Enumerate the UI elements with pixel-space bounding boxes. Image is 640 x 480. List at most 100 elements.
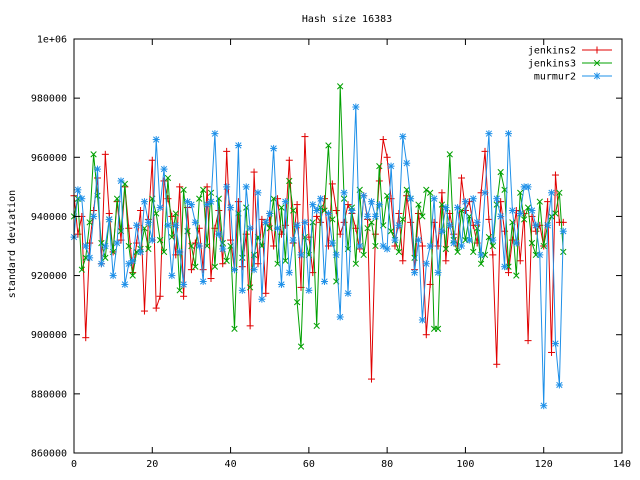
data-point (164, 174, 172, 182)
data-point (324, 209, 332, 217)
data-point (371, 212, 379, 220)
data-point (321, 207, 328, 214)
data-point (395, 248, 403, 256)
data-point (426, 242, 434, 250)
data-point (293, 299, 301, 306)
data-point (82, 242, 90, 250)
data-point (516, 209, 524, 217)
data-point (148, 156, 156, 164)
plot-frame (73, 38, 623, 454)
data-point (430, 195, 438, 203)
legend: jenkins2 jenkins3 murmur2 (528, 46, 612, 83)
data-point (407, 195, 415, 203)
data-point (489, 242, 496, 250)
data-point (489, 236, 497, 244)
series-line (73, 86, 564, 347)
data-point (223, 183, 231, 191)
data-point (101, 150, 109, 158)
data-point (414, 236, 422, 244)
data-point (551, 171, 559, 179)
data-point (168, 233, 176, 241)
data-point (559, 227, 567, 235)
data-point (160, 248, 168, 256)
data-point (348, 207, 356, 215)
data-point (215, 230, 223, 238)
y-tick-label: 960000 (31, 153, 67, 164)
y-axis-label: standard deviation (7, 190, 18, 298)
data-point (266, 209, 274, 217)
data-point (156, 204, 164, 212)
data-point (313, 322, 320, 329)
data-point (98, 239, 105, 247)
data-point (180, 292, 188, 300)
data-point (391, 236, 399, 244)
data-point (485, 130, 493, 138)
data-point (367, 198, 375, 206)
data-point (489, 251, 497, 259)
data-point (281, 198, 289, 206)
data-point (474, 225, 481, 232)
data-point (137, 207, 145, 215)
data-point (387, 228, 395, 235)
data-point (399, 133, 407, 141)
data-point (411, 269, 419, 277)
data-point (442, 245, 450, 253)
data-point (364, 212, 372, 220)
data-point (375, 177, 383, 185)
data-point (200, 186, 207, 193)
x-tick-label: 100 (456, 459, 474, 470)
data-point (395, 221, 403, 229)
data-point (593, 72, 601, 80)
data-point (376, 163, 383, 170)
data-point (415, 201, 422, 208)
data-point (199, 277, 207, 285)
data-point (329, 216, 336, 223)
data-point (313, 212, 321, 220)
data-point (277, 280, 285, 288)
data-point (403, 159, 411, 167)
data-point (407, 218, 415, 226)
data-point (86, 219, 93, 226)
data-point (219, 260, 227, 268)
data-point (560, 248, 567, 256)
data-point (258, 215, 266, 223)
data-point (254, 189, 262, 197)
data-point (332, 207, 340, 215)
data-point (246, 284, 254, 291)
data-point (501, 263, 509, 271)
data-point (203, 183, 211, 191)
data-point (375, 201, 383, 209)
data-point (293, 201, 301, 209)
data-point (485, 215, 493, 223)
data-point (524, 204, 532, 211)
data-point (82, 334, 90, 342)
data-point (164, 221, 172, 229)
data-point (113, 195, 121, 202)
data-point (508, 236, 516, 244)
data-point (223, 147, 231, 155)
data-point (399, 216, 406, 223)
data-point (497, 212, 505, 220)
data-point (301, 218, 309, 226)
data-point (524, 337, 532, 345)
data-point (328, 239, 336, 247)
data-point (191, 239, 199, 247)
data-point (172, 221, 180, 229)
data-point (442, 204, 450, 212)
data-point (125, 260, 133, 268)
data-point (145, 245, 152, 253)
data-point (148, 236, 156, 244)
data-point (512, 239, 520, 247)
data-point (207, 198, 215, 206)
data-point (223, 257, 230, 264)
data-point (234, 141, 242, 149)
data-point (101, 242, 109, 250)
data-point (372, 242, 379, 250)
data-point (137, 248, 145, 256)
data-point (536, 251, 544, 259)
data-point (117, 177, 125, 185)
data-point (274, 224, 282, 232)
data-point (113, 239, 121, 247)
data-point (504, 130, 512, 138)
